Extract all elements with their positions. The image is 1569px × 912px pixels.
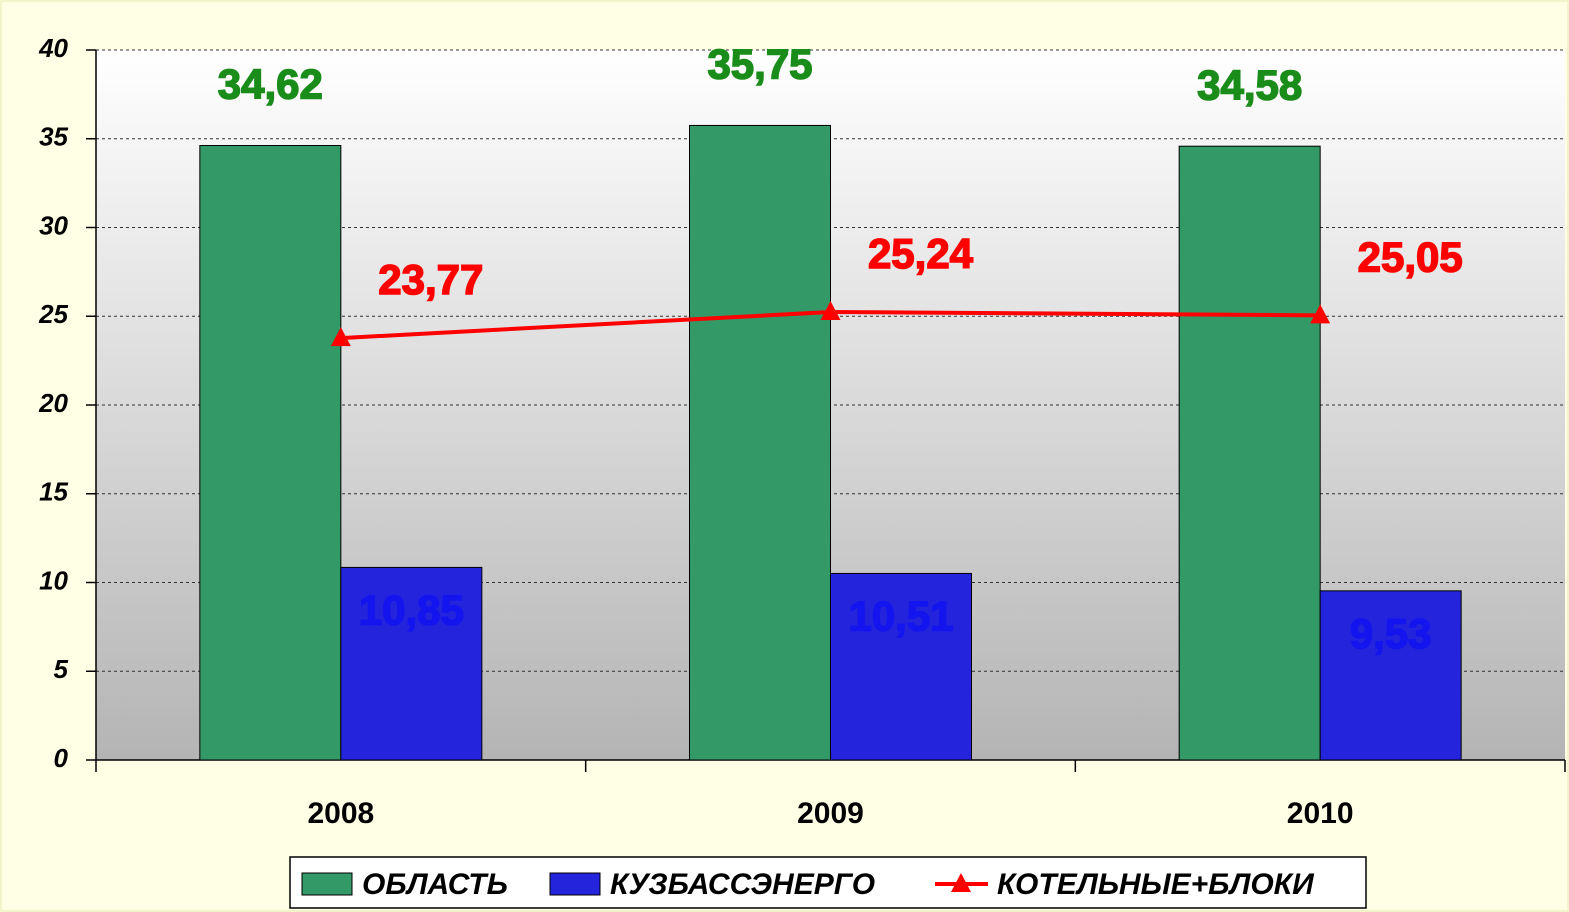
legend-swatch — [301, 872, 353, 896]
y-tick-label: 40 — [38, 33, 68, 63]
y-tick-label: 25 — [38, 299, 68, 329]
bar — [1319, 590, 1462, 761]
legend-label: КОТЕЛЬНЫЕ+БЛОКИ — [997, 868, 1315, 901]
bar — [340, 566, 483, 761]
x-tick-label: 2010 — [1287, 797, 1354, 830]
data-label: 34,62 — [218, 61, 323, 108]
legend-swatch — [951, 873, 971, 892]
marker — [820, 300, 841, 320]
legend-swatch — [549, 872, 601, 896]
legend-label: КУЗБАССЭНЕРГО — [610, 868, 875, 901]
x-tick-label: 2008 — [307, 797, 374, 830]
data-label: 10,51 — [848, 593, 953, 640]
data-label: 25,05 — [1358, 233, 1463, 280]
marker — [330, 327, 351, 347]
y-tick-label: 20 — [38, 388, 68, 418]
bar — [1178, 145, 1321, 761]
data-label: 9,53 — [1350, 610, 1432, 657]
bar — [689, 124, 831, 761]
y-tick-label: 30 — [39, 210, 68, 240]
x-tick-label: 2009 — [797, 797, 864, 830]
data-label: 25,24 — [868, 230, 974, 277]
legend — [289, 856, 1367, 909]
legend-label: ОБЛАСТЬ — [362, 868, 508, 901]
data-label: 10,85 — [359, 587, 464, 634]
y-tick-label: 10 — [39, 565, 68, 595]
data-label: 35,75 — [707, 41, 812, 88]
bar — [830, 572, 972, 761]
marker — [1310, 304, 1331, 324]
data-label: 34,58 — [1197, 61, 1302, 108]
bar — [199, 144, 342, 761]
y-tick-label: 35 — [39, 122, 68, 152]
y-tick-label: 5 — [54, 654, 69, 684]
y-tick-label: 15 — [39, 477, 68, 507]
data-label: 23,77 — [378, 256, 483, 303]
y-tick-label: 0 — [54, 743, 69, 773]
